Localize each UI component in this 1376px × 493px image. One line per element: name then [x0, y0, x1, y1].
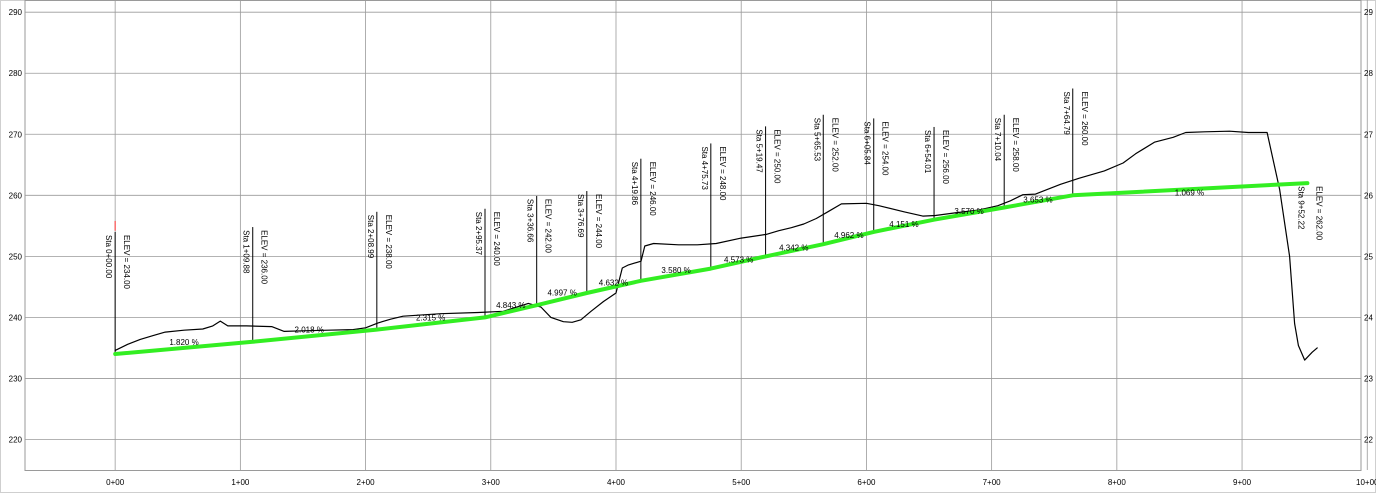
station-callout-elev-label: ELEV = 248.00: [718, 146, 727, 201]
elevation-tick-label-right: 26: [1364, 191, 1373, 200]
design-grade-line: [113, 181, 1310, 356]
station-callout-sta-label: Sta 7+10.04: [993, 118, 1002, 162]
elevation-tick-label: 250: [9, 252, 23, 261]
station-callout-elev-label: ELEV = 258.00: [1011, 118, 1020, 173]
station-callout-sta-label: Sta 5+19.47: [755, 129, 764, 173]
grade-label: 4.632 %: [599, 279, 628, 288]
grade-label: 4.997 %: [547, 288, 576, 297]
grade-label: 3.570 %: [954, 207, 983, 216]
elevation-tick-label: 220: [9, 435, 23, 444]
elevation-tick-label-right: 27: [1364, 130, 1373, 139]
elevation-tick-label-right: 25: [1364, 252, 1373, 261]
plot-frame: [24, 0, 1362, 471]
elevation-tick-label-right: 29: [1364, 8, 1373, 17]
elevation-tick-label: 240: [9, 313, 23, 322]
grade-label: 4.342 %: [779, 243, 808, 252]
station-callout-sta-label: Sta 2+95.37: [474, 212, 483, 256]
existing-ground-line: [114, 130, 1318, 361]
station-callout-sta-label: Sta 4+19.86: [630, 162, 639, 206]
grade-label: 4.573 %: [724, 255, 753, 264]
grade-labels: 1.820 % 2.018 % 2.315 % 4.843 % 4.997 % 4.632…: [169, 188, 1204, 347]
station-callout-elev-label: ELEV = 242.00: [544, 199, 553, 254]
station-tick-label: 6+00: [857, 478, 876, 487]
station-callout-elev-label: ELEV = 256.00: [941, 130, 950, 185]
station-callouts: Sta 0+00.00 ELEV = 234.00 Sta 1+09.88 ELEV …: [104, 88, 1323, 355]
station-tick-label: 7+00: [983, 478, 1002, 487]
station-callout-elev-label: ELEV = 252.00: [830, 118, 839, 173]
elevation-tick-label-right: 22: [1364, 435, 1373, 444]
grid: [24, 0, 1368, 471]
station-callout-sta-label: Sta 7+64.79: [1062, 92, 1071, 136]
station-callout-sta-label: Sta 2+08.99: [366, 215, 375, 259]
station-tick-label: 2+00: [357, 478, 376, 487]
elevation-tick-label: 290: [9, 8, 23, 17]
grade-label: 4.962 %: [834, 231, 863, 240]
station-tick-label: 10+00: [1356, 478, 1376, 487]
station-callout-sta-label: Sta 9+52.22: [1296, 186, 1305, 230]
station-tick-label: 9+00: [1233, 478, 1252, 487]
station-callout-sta-label: Sta 3+36.66: [526, 199, 535, 243]
grade-label: 4.843 %: [496, 301, 525, 310]
elevation-tick-label: 260: [9, 191, 23, 200]
grade-label: 4.151 %: [889, 220, 918, 229]
grade-label: 2.315 %: [416, 313, 445, 322]
station-callout-elev-label: ELEV = 246.00: [648, 162, 657, 217]
station-callout-elev-label: ELEV = 254.00: [881, 121, 890, 176]
station-callout-elev-label: ELEV = 260.00: [1080, 92, 1089, 147]
elevation-tick-label-right: 28: [1364, 69, 1373, 78]
station-callout-elev-label: ELEV = 244.00: [594, 194, 603, 249]
series: [113, 130, 1318, 361]
grade-label: 3.580 %: [661, 266, 690, 275]
axis-labels: 220 22 230 23 240 24 250 25 260 26 270 27 280 28 290 29…: [9, 8, 1376, 487]
elevation-tick-label-right: 24: [1364, 313, 1373, 322]
elevation-tick-label-right: 23: [1364, 374, 1373, 383]
station-callout-sta-label: Sta 6+05.84: [863, 121, 872, 165]
station-tick-label: 1+00: [231, 478, 250, 487]
station-callout-elev-label: ELEV = 234.00: [122, 235, 131, 290]
station-callout-sta-label: Sta 4+75.73: [700, 146, 709, 190]
station-tick-label: 4+00: [607, 478, 626, 487]
station-callout-sta-label: Sta 6+54.01: [923, 130, 932, 174]
station-callout-elev-label: ELEV = 238.00: [384, 215, 393, 270]
grade-label: 3.653 %: [1023, 196, 1052, 205]
grade-label: 1.820 %: [169, 338, 198, 347]
station-callout-elev-label: ELEV = 240.00: [492, 212, 501, 267]
elevation-tick-label: 270: [9, 130, 23, 139]
station-callout-sta-label: Sta 5+65.53: [812, 118, 821, 162]
station-tick-label: 0+00: [106, 478, 125, 487]
station-callout-elev-label: ELEV = 262.00: [1314, 186, 1323, 241]
elevation-tick-label: 280: [9, 69, 23, 78]
station-callout-sta-label: Sta 3+76.69: [576, 194, 585, 238]
station-callout-elev-label: ELEV = 250.00: [773, 129, 782, 184]
grade-label: 2.018 %: [295, 326, 324, 335]
station-tick-label: 3+00: [482, 478, 501, 487]
station-callout-sta-label: Sta 0+00.00: [104, 235, 113, 279]
station-tick-label: 8+00: [1108, 478, 1127, 487]
station-callout-sta-label: Sta 1+09.88: [242, 230, 251, 274]
station-callout-elev-label: ELEV = 236.00: [260, 230, 269, 285]
station-tick-label: 5+00: [732, 478, 751, 487]
elevation-tick-label: 230: [9, 374, 23, 383]
grade-label: 1.069 %: [1175, 188, 1204, 197]
